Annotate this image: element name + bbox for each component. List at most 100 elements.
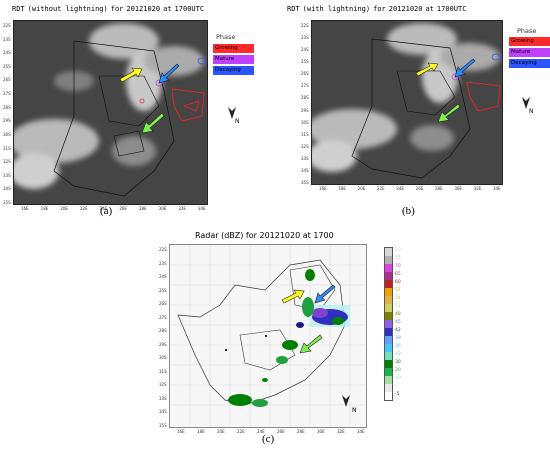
colorbar-label: 65 <box>395 272 401 277</box>
panel-a-x-tick: 32E <box>178 206 186 211</box>
colorbar-swatch <box>385 360 392 368</box>
north-label: N <box>529 108 534 115</box>
panel-c-y-tick: 29S <box>159 341 167 347</box>
radar-image <box>170 245 366 427</box>
panel-b-x-tick: 20E <box>357 186 366 191</box>
panel-a-y-tick: 35S <box>3 200 11 205</box>
colorbar-label: 51 <box>395 304 401 309</box>
colorbar-label: 36 <box>395 344 401 349</box>
title-word: at <box>425 5 434 13</box>
colorbar-swatch <box>385 328 392 336</box>
panel-a-y-tick: 31S <box>3 145 11 151</box>
panel-b-y-tick: 23S <box>301 35 309 41</box>
colorbar-label: 30 <box>395 360 401 365</box>
panel-a-x-tick: 30E <box>158 206 167 211</box>
panel-b-x-tick: 16E <box>319 186 327 191</box>
panel-c: Radar (dBZ) for 20121020 at 1700 <box>150 226 420 453</box>
title-word: 1700UTC <box>174 5 205 13</box>
panel-c-y-tick: 33S <box>159 395 167 401</box>
panel-a-x-tick: 24E <box>99 206 108 211</box>
colorbar-swatch <box>385 376 392 384</box>
panel-b-x-tick: 34E <box>493 186 501 191</box>
panel-c-y-tick: 30S <box>159 355 167 361</box>
panel-c-y-tick: 28S <box>159 328 167 334</box>
north-label: N <box>235 118 240 125</box>
panel-b-y-tick: 27S <box>301 83 309 89</box>
panel-c-x-tick: 30E <box>317 429 325 434</box>
colorbar-swatch <box>385 320 392 328</box>
panel-c-y-tick: 23S <box>159 260 167 266</box>
colorbar-label: 10 <box>395 376 401 381</box>
panel-a-y-tick: 33S <box>3 172 11 178</box>
north-arrow-b: N <box>517 94 535 116</box>
legend-decaying-a: Decaying <box>213 66 254 75</box>
colorbar-swatch <box>385 296 392 304</box>
colorbar-swatch <box>385 352 392 360</box>
panel-b-x-tick: 22E <box>377 186 385 191</box>
panel-b-y-tick: 24S <box>301 47 309 53</box>
panel-a-y-tick: 25S <box>3 63 11 69</box>
panel-c-x-tick: 32E <box>337 429 345 434</box>
north-arrow-icon <box>228 107 236 119</box>
panel-a-y-tick: 34S <box>3 186 11 192</box>
panel-c-x-tick: 22E <box>237 429 245 434</box>
title-word: RDT <box>12 5 25 13</box>
title-word: (with lightning) <box>302 5 371 13</box>
panel-a-y-tick: 30S <box>3 131 11 137</box>
panel-a-y-tick: 22S <box>3 23 11 28</box>
panel-a-y-tick: 24S <box>3 50 11 56</box>
colorbar-label: 57 <box>395 288 401 293</box>
panel-b-y-tick: 31S <box>301 131 309 137</box>
panel-a-x-tick: 28E <box>139 206 147 211</box>
colorbar-swatch <box>385 368 392 376</box>
title-word: 1700UTC <box>436 5 467 13</box>
panel-c-title: Radar (dBZ) for 20121020 at 1700 <box>195 231 334 240</box>
panel-b-y-tick: 30S <box>301 119 309 125</box>
panel-c-y-tick: 27S <box>159 314 167 320</box>
colorbar-label: 70 <box>395 264 401 269</box>
colorbar-label: 33 <box>395 352 401 357</box>
panel-b-y-tick: 26S <box>301 71 309 77</box>
north-arrow-a: N <box>223 104 241 126</box>
north-label-c: N <box>352 407 357 414</box>
title-word: 20121020 <box>388 5 423 13</box>
panel-c-y-tick: 26S <box>159 301 167 307</box>
panel-b-y-tick: 28S <box>301 95 309 101</box>
title-word: RDT <box>287 5 300 13</box>
panel-b-y-tick: 25S <box>301 59 309 65</box>
panel-c-y-tick: 25S <box>159 287 167 293</box>
colorbar-label: 45 <box>395 320 401 325</box>
panel-c-x-tick: 18E <box>197 429 205 434</box>
panel-b-x-tick: 24E <box>396 186 404 191</box>
panel-a-x-tick: 20E <box>60 206 68 211</box>
panel-b-x-tick: 30E <box>454 186 462 191</box>
panel-b: RDT (with lightning) for 20121020 at 1700UTC … <box>275 0 550 225</box>
caption-a: (a) <box>100 205 113 217</box>
panel-a-x-tick: 16E <box>21 206 29 211</box>
panel-b-x-tick: 18E <box>338 186 346 191</box>
colorbar-label: 5 <box>395 384 398 389</box>
north-arrow-c <box>342 395 350 407</box>
panel-c-x-tick: 24E <box>257 429 265 434</box>
panel-c-x-tick: 28E <box>297 429 305 434</box>
panel-b-x-tick: 32E <box>473 186 482 191</box>
legend-mature-b: Mature <box>509 48 550 57</box>
legend-mature-a: Mature <box>213 55 254 64</box>
panel-a-y-tick: 26S <box>3 77 11 83</box>
colorbar-swatch <box>385 392 392 400</box>
radar-map: N <box>169 244 367 428</box>
panel-b-y-tick: 32S <box>301 143 309 149</box>
satellite-image-a <box>14 21 207 204</box>
legend-growing-b: Growing <box>509 37 550 46</box>
colorbar-swatch <box>385 272 392 280</box>
panel-b-y-tick: 33S <box>301 155 309 161</box>
colorbar-swatch <box>385 248 392 256</box>
panel-b-y-tick: 29S <box>301 107 309 113</box>
colorbar-swatch <box>385 344 392 352</box>
panel-c-x-tick: 34E <box>357 429 365 434</box>
satellite-image-b <box>312 21 502 184</box>
panel-a-x-tick: 22E <box>80 206 88 211</box>
colorbar-label: 48 <box>395 312 401 317</box>
legend-growing-a: Growing <box>213 44 254 53</box>
title-word: for <box>373 5 386 13</box>
